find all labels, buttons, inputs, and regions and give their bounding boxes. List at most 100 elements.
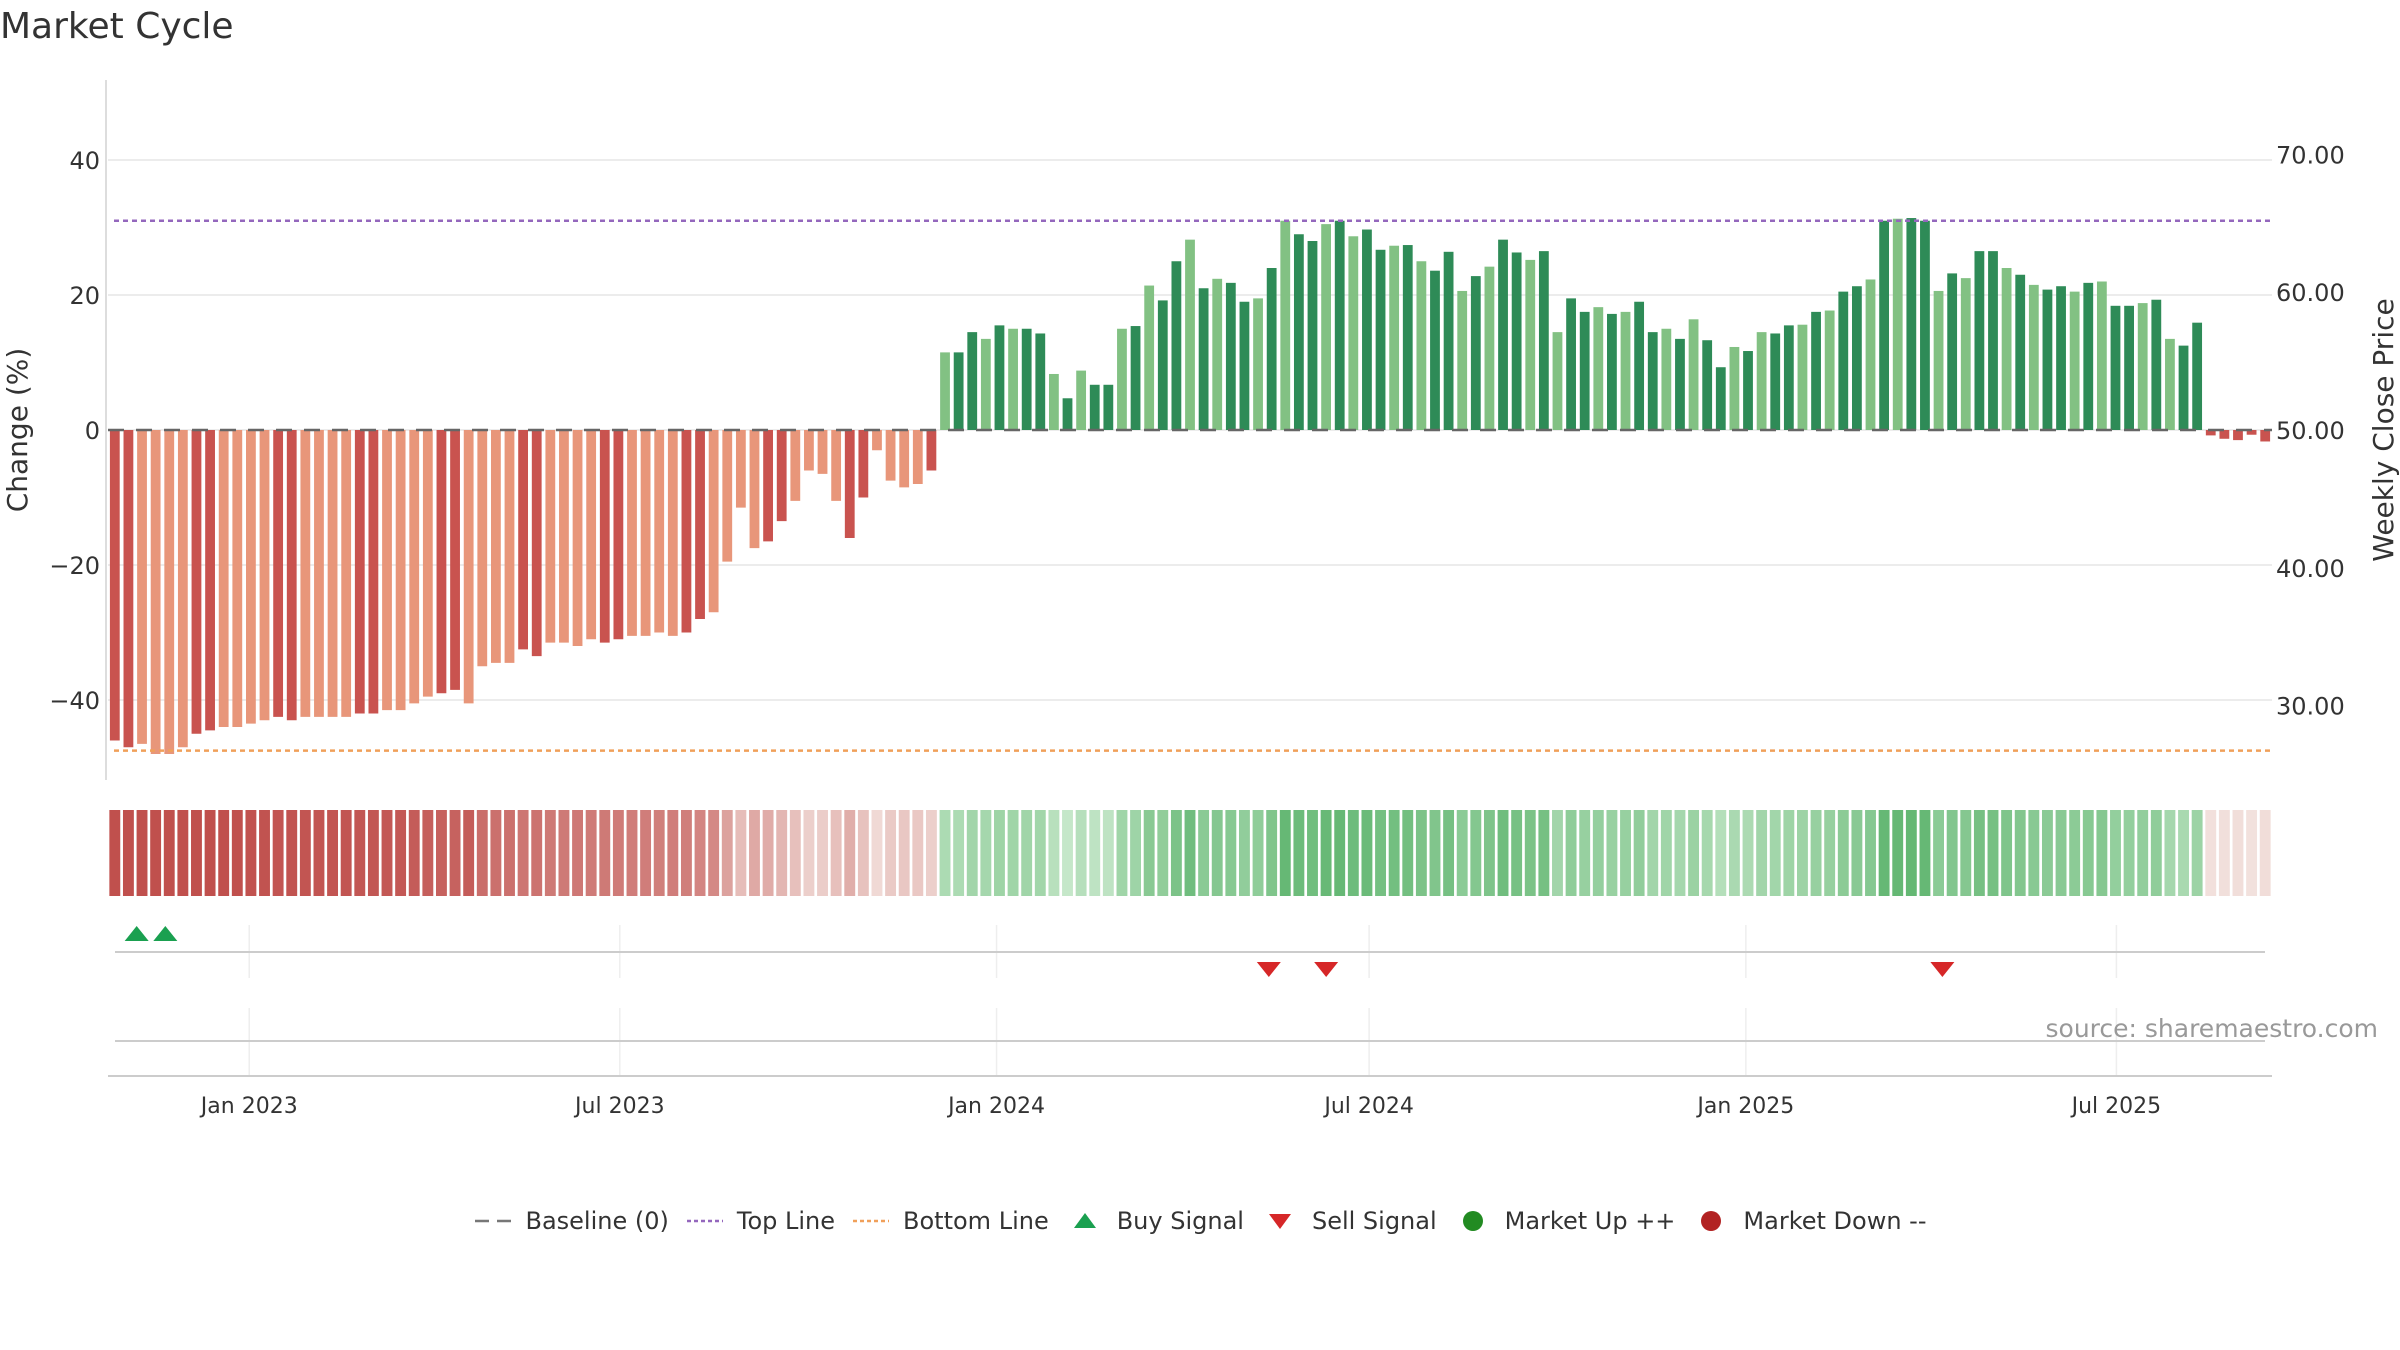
heat-cell	[1089, 810, 1101, 896]
heat-cell	[2028, 810, 2040, 896]
legend-label: Bottom Line	[903, 1206, 1049, 1235]
bar	[1525, 259, 1536, 430]
heat-cell	[1865, 810, 1876, 896]
heat-cell	[1797, 810, 1808, 896]
y-tick-label-right: 30.00	[2276, 693, 2345, 721]
bar	[708, 430, 719, 613]
bar	[1171, 261, 1182, 430]
heat-cell	[1157, 810, 1169, 896]
bar	[1607, 313, 1617, 430]
heat-cell	[817, 810, 828, 896]
y-tick-label-right: 70.00	[2276, 141, 2345, 169]
bar	[790, 430, 801, 501]
legend-label: Buy Signal	[1116, 1206, 1244, 1235]
bar	[1198, 288, 1209, 430]
bar	[436, 430, 447, 694]
bar	[422, 430, 433, 697]
heat-cell	[1007, 810, 1019, 896]
x-tick-label: Jul 2025	[2070, 1094, 2162, 1119]
heat-cell	[2150, 810, 2162, 896]
bar	[2096, 281, 2107, 430]
heat-cell	[1375, 810, 1386, 896]
heat-cell	[2259, 810, 2271, 896]
heat-cell	[517, 810, 529, 896]
heat-cell	[1892, 810, 1904, 896]
heat-cell	[2096, 810, 2108, 896]
bar	[1035, 333, 1046, 430]
bar	[1743, 351, 1753, 430]
heat-cell	[2218, 810, 2230, 896]
heat-cell	[109, 810, 121, 896]
sell-signal-marker	[1256, 962, 1281, 977]
heat-cell	[1293, 810, 1305, 896]
bar	[382, 430, 392, 711]
y-axis-title-right: Weekly Close Price	[2367, 298, 2400, 561]
bar	[1212, 278, 1223, 430]
heat-cell	[1987, 810, 1999, 896]
heat-cell	[381, 810, 393, 896]
bar	[1675, 338, 1685, 430]
legend-label: Market Up ++	[1504, 1206, 1676, 1235]
y-tick-label-left: 40	[69, 147, 100, 175]
bar	[1811, 311, 1821, 430]
heat-cell	[1660, 810, 1672, 896]
y-tick-label-right: 40.00	[2276, 555, 2345, 583]
legend-label: Baseline (0)	[525, 1206, 669, 1235]
bar	[1770, 333, 1781, 430]
bar	[1920, 220, 1930, 430]
bar	[2246, 430, 2257, 435]
heat-cell	[721, 810, 733, 896]
bar	[2205, 430, 2216, 436]
legend-item-buy: Buy Signal	[1065, 1206, 1244, 1235]
bar	[1851, 286, 1862, 430]
bar	[844, 430, 855, 538]
bar	[1933, 290, 1944, 430]
bar	[1729, 346, 1740, 430]
heat-cell	[299, 810, 311, 896]
bar	[1362, 229, 1372, 430]
heat-cell	[327, 810, 339, 896]
bar	[613, 430, 624, 640]
heat-cell	[966, 810, 978, 896]
heat-cell	[1143, 810, 1155, 896]
bar	[1348, 236, 1359, 430]
heat-cell	[177, 810, 189, 896]
heat-cell	[1688, 810, 1700, 896]
legend-item-bottom: Bottom Line	[851, 1206, 1049, 1235]
heat-cell	[1402, 810, 1414, 896]
heat-cell	[245, 810, 257, 896]
heat-cell	[367, 810, 379, 896]
bar	[1974, 251, 1985, 430]
bar	[2124, 305, 2134, 430]
heat-cell	[1674, 810, 1686, 896]
bar	[1498, 239, 1508, 430]
bar	[450, 430, 460, 690]
bar	[559, 430, 569, 643]
heat-cell	[2246, 810, 2258, 896]
dotted-line-icon	[686, 1219, 723, 1222]
bar	[177, 430, 188, 748]
bar	[164, 430, 175, 754]
legend-item-up: Market Up ++	[1453, 1206, 1676, 1235]
heat-cell	[1565, 810, 1577, 896]
bar	[1647, 332, 1658, 430]
heat-cell	[980, 810, 992, 896]
heat-cell	[1320, 810, 1332, 896]
bar	[1566, 298, 1576, 430]
heat-cell	[830, 810, 842, 896]
heat-cell	[2069, 810, 2081, 896]
heat-cell	[2178, 810, 2189, 896]
bar	[1402, 245, 1413, 430]
bar	[1906, 218, 1917, 430]
bar	[1552, 332, 1563, 430]
heat-cell	[1973, 810, 1985, 896]
bar	[477, 430, 488, 667]
heat-cell	[1552, 810, 1563, 896]
bar	[1661, 328, 1672, 430]
label-layer: 40 20 0 −20 −40 70.00 60.00 50.00 40.00 30.00 Chan…	[1, 141, 2400, 1119]
bar	[749, 430, 760, 549]
bar	[2137, 303, 2148, 430]
y-tick-label-right: 50.00	[2276, 417, 2345, 445]
heat-cell	[640, 810, 652, 896]
bar	[776, 430, 787, 522]
